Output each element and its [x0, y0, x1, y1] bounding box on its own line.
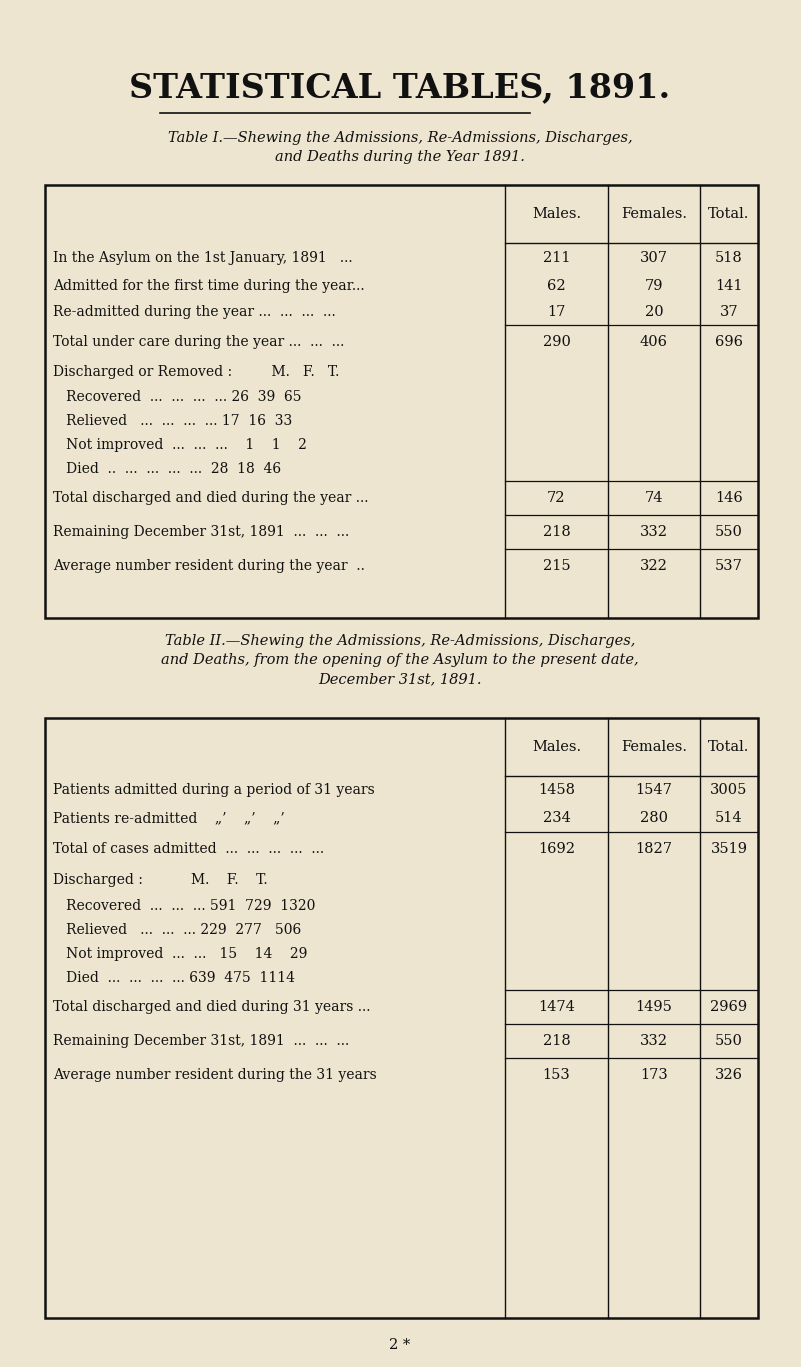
Text: 1474: 1474	[538, 1001, 575, 1014]
Text: Relieved   ...  ...  ... 229  277   506: Relieved ... ... ... 229 277 506	[53, 923, 301, 936]
Bar	[45, 185, 758, 618]
Text: Re-admitted during the year ...  ...  ...  ...: Re-admitted during the year ... ... ... …	[53, 305, 336, 319]
Text: 153: 153	[542, 1068, 570, 1083]
Text: Females.: Females.	[621, 740, 687, 755]
Text: 20: 20	[645, 305, 663, 319]
Text: 215: 215	[543, 559, 570, 573]
Text: 2 *: 2 *	[389, 1338, 411, 1352]
Text: 550: 550	[715, 525, 743, 539]
Text: 218: 218	[542, 525, 570, 539]
Text: Table II.—Shewing the Admissions, Re-Admissions, Discharges,: Table II.—Shewing the Admissions, Re-Adm…	[165, 634, 635, 648]
Text: 218: 218	[542, 1033, 570, 1048]
Text: Recovered  ...  ...  ... 591  729  1320: Recovered ... ... ... 591 729 1320	[53, 899, 316, 913]
Text: Average number resident during the year  ..: Average number resident during the year …	[53, 559, 365, 573]
Text: 2969: 2969	[710, 1001, 747, 1014]
Text: Males.: Males.	[532, 740, 581, 755]
Text: 3519: 3519	[710, 842, 747, 856]
Text: 514: 514	[715, 811, 743, 826]
Text: 1692: 1692	[538, 842, 575, 856]
Text: Total under care during the year ...  ...  ...: Total under care during the year ... ...…	[53, 335, 344, 349]
Text: In the Asylum on the 1st January, 1891   ...: In the Asylum on the 1st January, 1891 .…	[53, 252, 352, 265]
Text: 322: 322	[640, 559, 668, 573]
Text: 537: 537	[715, 559, 743, 573]
Text: Patients re-admitted    „’    „’    „’: Patients re-admitted „’ „’ „’	[53, 811, 284, 826]
Text: 290: 290	[542, 335, 570, 349]
Text: Relieved   ...  ...  ...  ... 17  16  33: Relieved ... ... ... ... 17 16 33	[53, 414, 292, 428]
Text: 3005: 3005	[710, 783, 747, 797]
Text: Recovered  ...  ...  ...  ... 26  39  65: Recovered ... ... ... ... 26 39 65	[53, 390, 301, 405]
Text: 406: 406	[640, 335, 668, 349]
Text: Discharged or Removed :         M.   F.   T.: Discharged or Removed : M. F. T.	[53, 365, 340, 379]
Text: 696: 696	[715, 335, 743, 349]
Text: Females.: Females.	[621, 206, 687, 221]
Text: 211: 211	[543, 252, 570, 265]
Text: Remaining December 31st, 1891  ...  ...  ...: Remaining December 31st, 1891 ... ... ..…	[53, 1033, 349, 1048]
Text: 518: 518	[715, 252, 743, 265]
Text: STATISTICAL TABLES, 1891.: STATISTICAL TABLES, 1891.	[130, 71, 670, 104]
Text: Total.: Total.	[708, 740, 750, 755]
Text: Males.: Males.	[532, 206, 581, 221]
Text: 1458: 1458	[538, 783, 575, 797]
Text: Admitted for the first time during the year...: Admitted for the first time during the y…	[53, 279, 364, 293]
Text: Total discharged and died during 31 years ...: Total discharged and died during 31 year…	[53, 1001, 371, 1014]
Text: 1827: 1827	[635, 842, 673, 856]
Text: 74: 74	[645, 491, 663, 504]
Text: Died  ..  ...  ...  ...  ...  28  18  46: Died .. ... ... ... ... 28 18 46	[53, 462, 281, 476]
Text: Total.: Total.	[708, 206, 750, 221]
Text: 72: 72	[547, 491, 566, 504]
Text: 1547: 1547	[635, 783, 672, 797]
Text: Not improved  ...  ...  ...    1    1    2: Not improved ... ... ... 1 1 2	[53, 437, 307, 452]
Text: 62: 62	[547, 279, 566, 293]
Text: Total of cases admitted  ...  ...  ...  ...  ...: Total of cases admitted ... ... ... ... …	[53, 842, 324, 856]
Text: 332: 332	[640, 1033, 668, 1048]
Bar	[45, 718, 758, 1318]
Text: 1495: 1495	[635, 1001, 672, 1014]
Text: 173: 173	[640, 1068, 668, 1083]
Text: Patients admitted during a period of 31 years: Patients admitted during a period of 31 …	[53, 783, 375, 797]
Text: December 31st, 1891.: December 31st, 1891.	[318, 673, 481, 686]
Text: 234: 234	[542, 811, 570, 826]
Text: 326: 326	[715, 1068, 743, 1083]
Text: 17: 17	[547, 305, 566, 319]
Text: Table I.—Shewing the Admissions, Re-Admissions, Discharges,: Table I.—Shewing the Admissions, Re-Admi…	[167, 131, 632, 145]
Text: Discharged :           M.    F.    T.: Discharged : M. F. T.	[53, 874, 268, 887]
Text: 307: 307	[640, 252, 668, 265]
Text: 280: 280	[640, 811, 668, 826]
Text: 79: 79	[645, 279, 663, 293]
Text: and Deaths during the Year 1891.: and Deaths during the Year 1891.	[275, 150, 525, 164]
Text: and Deaths, from the opening of the Asylum to the present date,: and Deaths, from the opening of the Asyl…	[161, 653, 639, 667]
Text: 332: 332	[640, 525, 668, 539]
Text: 550: 550	[715, 1033, 743, 1048]
Text: Total discharged and died during the year ...: Total discharged and died during the yea…	[53, 491, 368, 504]
Text: 146: 146	[715, 491, 743, 504]
Text: 37: 37	[719, 305, 739, 319]
Text: Remaining December 31st, 1891  ...  ...  ...: Remaining December 31st, 1891 ... ... ..…	[53, 525, 349, 539]
Text: Average number resident during the 31 years: Average number resident during the 31 ye…	[53, 1068, 376, 1083]
Text: Not improved  ...  ...   15    14    29: Not improved ... ... 15 14 29	[53, 947, 308, 961]
Text: 141: 141	[715, 279, 743, 293]
Text: Died  ...  ...  ...  ... 639  475  1114: Died ... ... ... ... 639 475 1114	[53, 971, 295, 986]
